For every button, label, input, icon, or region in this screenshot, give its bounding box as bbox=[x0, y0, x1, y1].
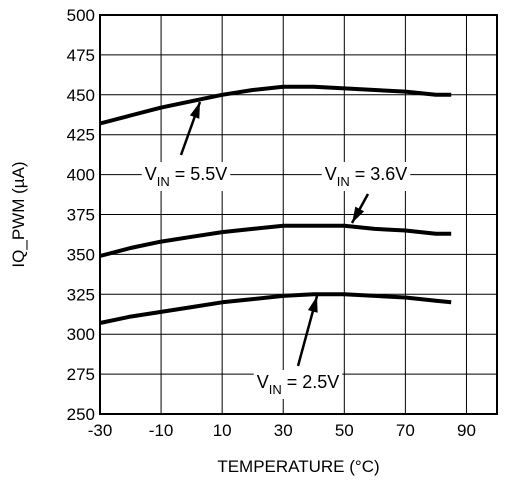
series-line bbox=[99, 292, 452, 325]
tick-labels: -30 -10 10 30 50 70 90 250 275 300 325 350 375 400 425… bbox=[67, 6, 476, 440]
series-line bbox=[99, 223, 452, 258]
x-tick-label: 30 bbox=[274, 421, 293, 440]
annotation-arrowhead bbox=[189, 102, 200, 119]
y-tick-label: 325 bbox=[67, 285, 95, 304]
y-tick-label: 500 bbox=[67, 6, 95, 25]
annotation-label: VIN = 3.6V bbox=[325, 164, 408, 189]
series-annotation: VIN = 5.5V bbox=[141, 101, 231, 191]
annotation-label: VIN = 2.5V bbox=[257, 372, 340, 397]
y-tick-label: 300 bbox=[67, 325, 95, 344]
annotation-background bbox=[321, 162, 411, 191]
annotation-arrowhead bbox=[352, 206, 365, 223]
annotation-label: VIN = 5.5V bbox=[145, 164, 228, 189]
x-tick-label: 90 bbox=[457, 421, 476, 440]
y-tick-label: 375 bbox=[67, 206, 95, 225]
series-annotation: VIN = 2.5V bbox=[253, 295, 343, 399]
x-tick-label: -30 bbox=[88, 421, 113, 440]
y-tick-label: 350 bbox=[67, 245, 95, 264]
y-tick-label: 425 bbox=[67, 126, 95, 145]
plot-frame bbox=[99, 14, 498, 415]
y-tick-label: 475 bbox=[67, 46, 95, 65]
y-tick-label: 275 bbox=[67, 365, 95, 384]
grid bbox=[99, 14, 497, 415]
y-tick-label: 250 bbox=[67, 405, 95, 424]
annotations: VIN = 5.5V VIN = 3.6V VIN = 2.5V bbox=[141, 101, 411, 399]
series-lines bbox=[99, 84, 452, 325]
series-line bbox=[99, 84, 452, 126]
x-tick-label: 70 bbox=[396, 421, 415, 440]
y-tick-label: 450 bbox=[67, 86, 95, 105]
x-tick-label: 50 bbox=[335, 421, 354, 440]
annotation-arrowhead bbox=[307, 296, 318, 313]
y-tick-label: 400 bbox=[67, 166, 95, 185]
series-annotation: VIN = 3.6V bbox=[321, 162, 411, 224]
annotation-background bbox=[141, 162, 231, 191]
annotation-background bbox=[253, 370, 343, 399]
y-axis-label: IQ_PWM (µA) bbox=[9, 161, 28, 267]
x-tick-label: -10 bbox=[149, 421, 174, 440]
x-tick-label: 10 bbox=[213, 421, 232, 440]
x-axis-label: TEMPERATURE (°C) bbox=[217, 457, 379, 476]
